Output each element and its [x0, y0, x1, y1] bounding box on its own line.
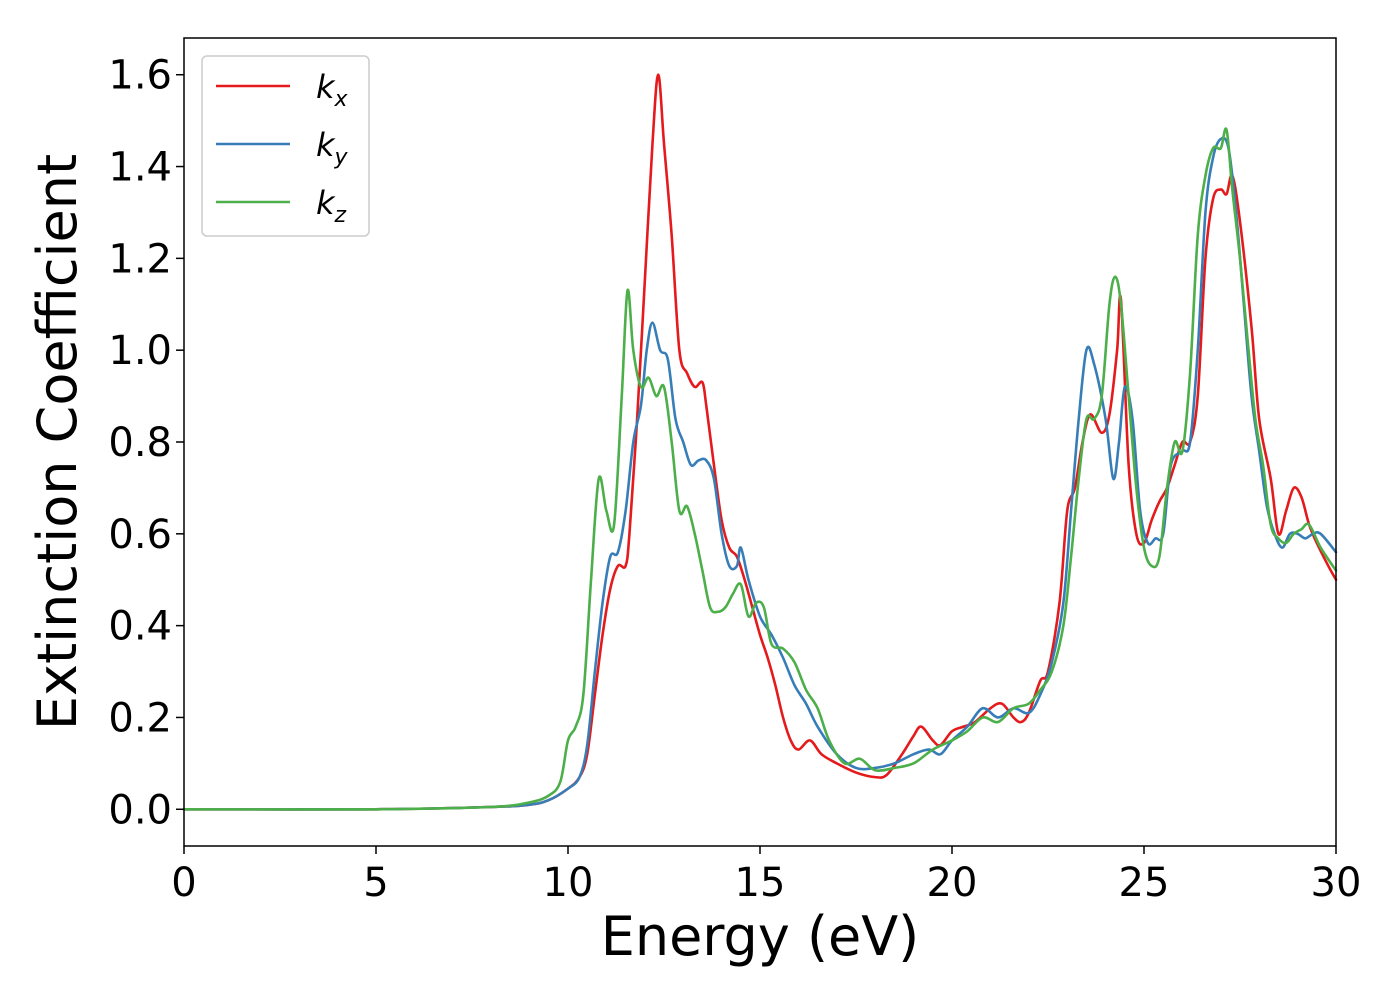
x-axis-title: Energy (eV) — [601, 905, 920, 968]
x-tick-label: 0 — [171, 860, 196, 906]
y-tick-label: 0.4 — [108, 604, 172, 650]
y-tick-label: 0.6 — [108, 512, 172, 558]
legend-label-ky: ky — [316, 126, 349, 170]
y-tick-label: 0.0 — [108, 787, 172, 833]
y-tick-label: 1.2 — [108, 236, 172, 282]
y-tick-label: 0.2 — [108, 695, 172, 741]
y-tick-label: 0.8 — [108, 420, 172, 466]
y-tick-label: 1.4 — [108, 145, 172, 191]
x-axis: 0 5 10 15 20 25 30 — [171, 846, 1361, 906]
x-tick-label: 10 — [543, 860, 594, 906]
legend-subscript: z — [334, 203, 347, 228]
x-tick-label: 15 — [735, 860, 786, 906]
y-axis-title: Extinction Coefficient — [26, 154, 89, 730]
y-tick-label: 1.0 — [108, 328, 172, 374]
legend-subscript: x — [334, 87, 349, 112]
x-tick-label: 5 — [363, 860, 388, 906]
plot-background — [184, 38, 1336, 846]
y-axis: 0.0 0.2 0.4 0.6 0.8 1.0 1.2 1.4 1.6 — [108, 53, 184, 833]
legend-subscript: y — [334, 145, 349, 170]
x-tick-label: 25 — [1119, 860, 1170, 906]
legend-box — [201, 55, 370, 237]
x-tick-label: 20 — [927, 860, 978, 906]
series-line-kx — [182, 73, 1338, 811]
y-tick-label: 1.6 — [108, 53, 172, 99]
series-line-kz — [182, 127, 1338, 811]
x-tick-label: 30 — [1311, 860, 1362, 906]
series-layer — [182, 73, 1338, 811]
